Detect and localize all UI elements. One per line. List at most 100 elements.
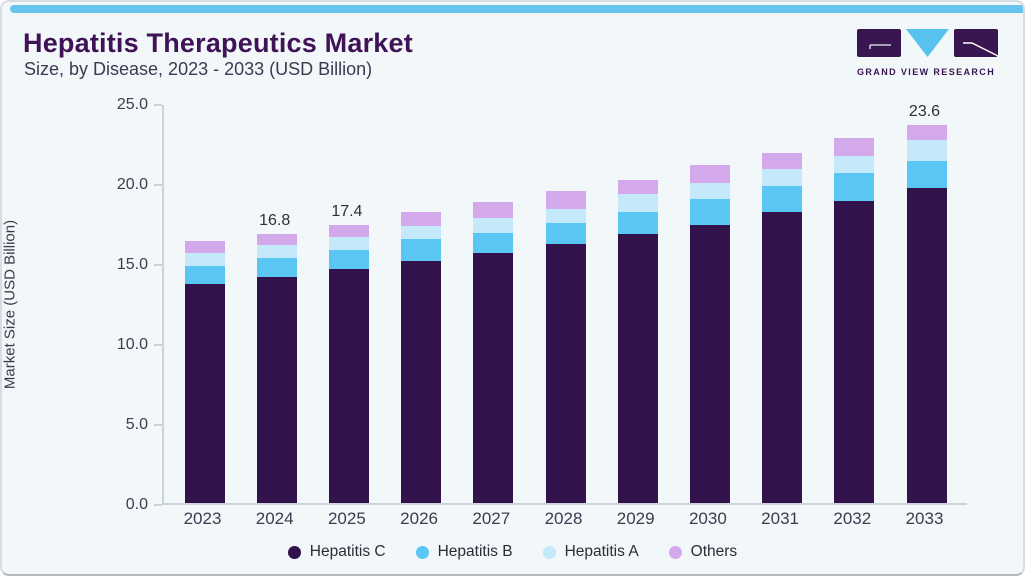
bar-segment-2024-others (256, 234, 297, 246)
bar-segment-2033-hepatitis-b (906, 160, 947, 188)
bar-2029 (617, 179, 658, 503)
y-tick-mark (154, 264, 162, 266)
bar-segment-2032-hepatitis-c (834, 200, 875, 503)
legend-item-hepatitis-b: Hepatitis B (415, 543, 513, 561)
legend-marker-icon (287, 545, 301, 559)
bar-segment-2032-others (834, 138, 875, 156)
bar-segment-2033-hepatitis-c (906, 187, 947, 503)
bar-2030 (689, 165, 730, 503)
logo-text: GRAND VIEW RESEARCH (857, 67, 996, 77)
legend-marker-icon (668, 545, 682, 559)
plot-area (162, 105, 967, 505)
bar-segment-2031-hepatitis-b (762, 186, 803, 212)
bar-value-label-2024: 16.8 (259, 212, 291, 230)
x-tick-label-2032: 2032 (833, 509, 872, 528)
bar-2025 (328, 224, 369, 503)
y-tick-mark (154, 184, 162, 186)
y-tick-label: 15.0 (116, 256, 148, 273)
bar-value-label-2033: 23.6 (908, 103, 941, 121)
bar-segment-2024-hepatitis-c (256, 277, 297, 503)
x-tick-label-2025: 2025 (327, 509, 366, 528)
bar-2026 (401, 211, 442, 503)
bar-segment-2026-hepatitis-a (401, 226, 442, 240)
bar-segment-2023-others (184, 240, 225, 254)
bar-segment-2025-hepatitis-b (328, 250, 369, 270)
bar-segment-2027-hepatitis-a (473, 218, 514, 233)
bar-segment-2027-hepatitis-b (473, 232, 514, 254)
legend-item-hepatitis-c: Hepatitis C (287, 543, 386, 561)
grand-view-research-logo: GRAND VIEW RESEARCH (857, 27, 1002, 77)
bar-segment-2030-hepatitis-a (689, 183, 730, 200)
bar-segment-2033-others (906, 125, 947, 140)
y-tick-mark (154, 424, 162, 426)
bar-segment-2027-hepatitis-c (473, 253, 514, 503)
bar-segment-2030-others (689, 165, 730, 184)
y-tick-label: 5.0 (125, 416, 148, 433)
x-tick-label-2023: 2023 (183, 509, 222, 528)
page-title: Hepatitis Therapeutics Market (23, 28, 413, 58)
bar-segment-2028-hepatitis-c (545, 243, 586, 503)
bar-segment-2026-hepatitis-b (401, 239, 442, 262)
bar-segment-2025-hepatitis-c (328, 269, 369, 503)
bar-segment-2032-hepatitis-b (834, 173, 875, 201)
bar-2031 (762, 152, 803, 503)
bar-segment-2023-hepatitis-c (184, 283, 225, 503)
legend-marker-icon (415, 545, 429, 559)
bar-segment-2031-hepatitis-c (762, 211, 803, 503)
bar-segment-2028-hepatitis-b (545, 223, 586, 244)
legend-item-label: Hepatitis B (437, 543, 513, 560)
bar-segment-2026-others (401, 211, 442, 227)
top-accent-bar (10, 5, 1023, 13)
bar-segment-2032-hepatitis-a (834, 155, 875, 174)
x-tick-label-2031: 2031 (761, 509, 799, 528)
bar-segment-2030-hepatitis-b (689, 199, 730, 225)
y-tick-label: 0.0 (125, 496, 148, 513)
y-tick-label: 25.0 (116, 96, 148, 113)
bar-2032 (834, 138, 875, 503)
bar-segment-2028-others (545, 191, 586, 209)
bar-segment-2025-hepatitis-a (328, 237, 369, 251)
bar-segment-2029-hepatitis-a (617, 194, 658, 212)
bar-value-label-2025: 17.4 (331, 202, 363, 220)
x-tick-label-2028: 2028 (544, 509, 583, 528)
legend-item-label: Hepatitis C (309, 543, 386, 560)
x-tick-label-2033: 2033 (905, 509, 944, 528)
bar-2027 (473, 202, 514, 503)
bar-segment-2023-hepatitis-b (184, 266, 225, 284)
bar-segment-2027-others (473, 202, 514, 219)
bar-segment-2029-hepatitis-c (617, 234, 658, 503)
bar-2024 (256, 234, 297, 503)
bar-segment-2024-hepatitis-a (256, 245, 297, 259)
bar-segment-2031-others (762, 152, 803, 169)
bar-segment-2033-hepatitis-a (906, 139, 947, 161)
y-tick-label: 10.0 (116, 336, 148, 353)
y-axis-title: Market Size (USD Billion) (1, 219, 19, 390)
x-tick-label-2027: 2027 (472, 509, 511, 528)
bar-segment-2023-hepatitis-a (184, 253, 225, 267)
bar-segment-2028-hepatitis-a (545, 208, 586, 224)
legend-marker-icon (542, 545, 556, 559)
bar-2033 (906, 125, 947, 503)
bar-segment-2025-others (328, 224, 369, 238)
bar-segment-2024-hepatitis-b (256, 258, 297, 278)
bar-2023 (184, 240, 225, 503)
x-tick-label-2030: 2030 (688, 509, 727, 528)
bar-segment-2029-others (617, 179, 658, 195)
bar-segment-2030-hepatitis-c (689, 224, 730, 503)
gvr-logo-icon (857, 29, 999, 57)
legend-item-label: Others (690, 543, 738, 560)
legend: Hepatitis C Hepatitis B Hepatitis A Others (2, 540, 1023, 564)
x-tick-label-2024: 2024 (255, 509, 294, 528)
legend-item-hepatitis-a: Hepatitis A (542, 543, 639, 561)
y-tick-mark (154, 104, 162, 106)
legend-item-others: Others (668, 543, 738, 561)
bar-segment-2026-hepatitis-c (401, 261, 442, 503)
x-tick-label-2026: 2026 (400, 509, 438, 528)
x-tick-label-2029: 2029 (616, 509, 655, 528)
y-tick-label: 20.0 (116, 176, 148, 193)
y-tick-mark (154, 504, 162, 506)
bar-2028 (545, 191, 586, 503)
page-subtitle: Size, by Disease, 2023 - 2033 (USD Billi… (24, 59, 373, 79)
bar-segment-2029-hepatitis-b (617, 211, 658, 235)
